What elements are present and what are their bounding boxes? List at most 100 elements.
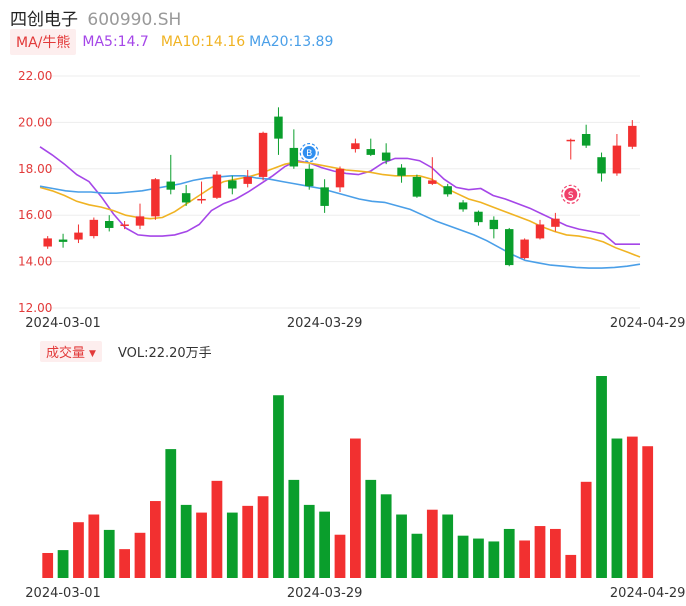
sell-marker-dot <box>564 187 578 201</box>
volume-bar <box>273 395 284 578</box>
date-tick-label: 2024-03-01 <box>25 316 101 331</box>
candle-body <box>197 198 206 201</box>
volume-bar <box>150 501 161 578</box>
candle-body <box>43 238 52 247</box>
candle <box>151 178 160 220</box>
volume-bar <box>411 533 423 578</box>
sell-marker-label: S <box>568 191 574 201</box>
volume-indicator-selector[interactable]: 成交量 ▼ <box>40 340 102 362</box>
candle-body <box>366 149 375 155</box>
candle-body <box>535 224 545 239</box>
candle-body <box>489 219 499 230</box>
candle-body <box>551 218 560 227</box>
buy-marker: B <box>299 142 319 163</box>
ma-type-selector[interactable]: MA/牛熊 <box>10 29 77 55</box>
candle-body <box>381 152 391 161</box>
volume-bar <box>503 528 515 578</box>
candle-body <box>212 174 222 198</box>
candle <box>289 129 299 169</box>
candle <box>335 166 345 192</box>
volume-bar <box>365 479 377 578</box>
candle <box>458 200 468 212</box>
candle-body <box>105 221 114 228</box>
candle-body <box>412 176 422 197</box>
volume-bar <box>642 446 654 578</box>
candle-body <box>458 202 468 210</box>
sell-marker: S <box>561 184 581 204</box>
price-axis: 22.00 20.00 18.00 16.00 14.00 12.00 <box>18 69 52 315</box>
volume-bar <box>350 438 361 578</box>
candle <box>474 210 483 226</box>
date-tick-label: 2024-03-29 <box>287 316 363 331</box>
candle <box>135 203 145 230</box>
volume-bar <box>565 554 577 578</box>
ma20-legend: MA20:13.89 <box>249 34 334 50</box>
volume-bar <box>119 549 130 578</box>
candle <box>535 219 545 240</box>
candle <box>397 164 406 183</box>
dropdown-triangle-icon: ▼ <box>89 348 96 359</box>
candle <box>443 183 452 197</box>
volume-bar <box>473 538 484 578</box>
candle <box>428 157 437 186</box>
volume-bar <box>57 550 69 578</box>
price-tick-label: 16.00 <box>18 208 52 222</box>
candle-body <box>274 116 283 139</box>
buy-marker-dot <box>302 146 316 160</box>
volume-bar <box>334 534 346 578</box>
sell-marker-ring <box>561 184 581 204</box>
candle-body <box>320 187 329 206</box>
candle <box>320 179 329 213</box>
stock-code: 600990.SH <box>87 10 182 30</box>
candle <box>628 120 637 150</box>
candle-body <box>443 186 452 195</box>
candle <box>520 238 529 260</box>
candle-body <box>258 132 268 177</box>
ma20-line <box>39 175 641 269</box>
candle <box>597 152 606 182</box>
date-tick-label: 2024-03-29 <box>287 586 363 601</box>
candle-body <box>397 167 406 176</box>
candle-body <box>628 125 637 147</box>
candle <box>566 138 575 160</box>
candle <box>505 227 514 267</box>
volume-legend: 成交量 ▼ VOL:22.20万手 <box>40 340 212 362</box>
volume-value: VOL:22.20万手 <box>117 345 212 361</box>
price-tick-label: 20.00 <box>18 115 52 129</box>
candle <box>351 138 360 153</box>
volume-bar <box>550 528 561 578</box>
volume-bar <box>73 522 84 578</box>
volume-bar <box>211 480 223 578</box>
candle <box>197 181 206 204</box>
volume-tag-label: 成交量 <box>46 345 86 361</box>
candle <box>551 212 560 232</box>
volume-bar <box>611 438 623 578</box>
candle <box>105 215 114 232</box>
candle-body <box>305 168 314 187</box>
candle <box>58 233 68 248</box>
candle <box>74 224 83 244</box>
ma5-legend: MA5:14.7 <box>82 34 149 50</box>
price-date-axis: 2024-03-01 2024-03-29 2024-04-29 <box>25 316 685 331</box>
date-tick-label: 2024-04-29 <box>610 586 686 601</box>
candle-body <box>289 147 299 167</box>
candle <box>43 236 52 249</box>
candle-body <box>581 134 591 146</box>
candle <box>381 143 391 165</box>
candle-body <box>120 224 129 226</box>
volume-bar <box>596 376 607 578</box>
ma10-legend: MA10:14.16 <box>160 34 246 50</box>
candle-body <box>151 179 160 217</box>
candle-body <box>597 157 606 174</box>
candle <box>181 185 191 206</box>
volume-bar <box>580 481 592 578</box>
volume-bar <box>380 494 392 578</box>
candle-body <box>505 229 514 266</box>
candle <box>89 217 99 239</box>
candle-body <box>428 180 437 184</box>
candle-body <box>474 211 483 223</box>
candle <box>228 175 237 195</box>
volume-bar <box>242 505 254 578</box>
candle <box>258 131 268 181</box>
